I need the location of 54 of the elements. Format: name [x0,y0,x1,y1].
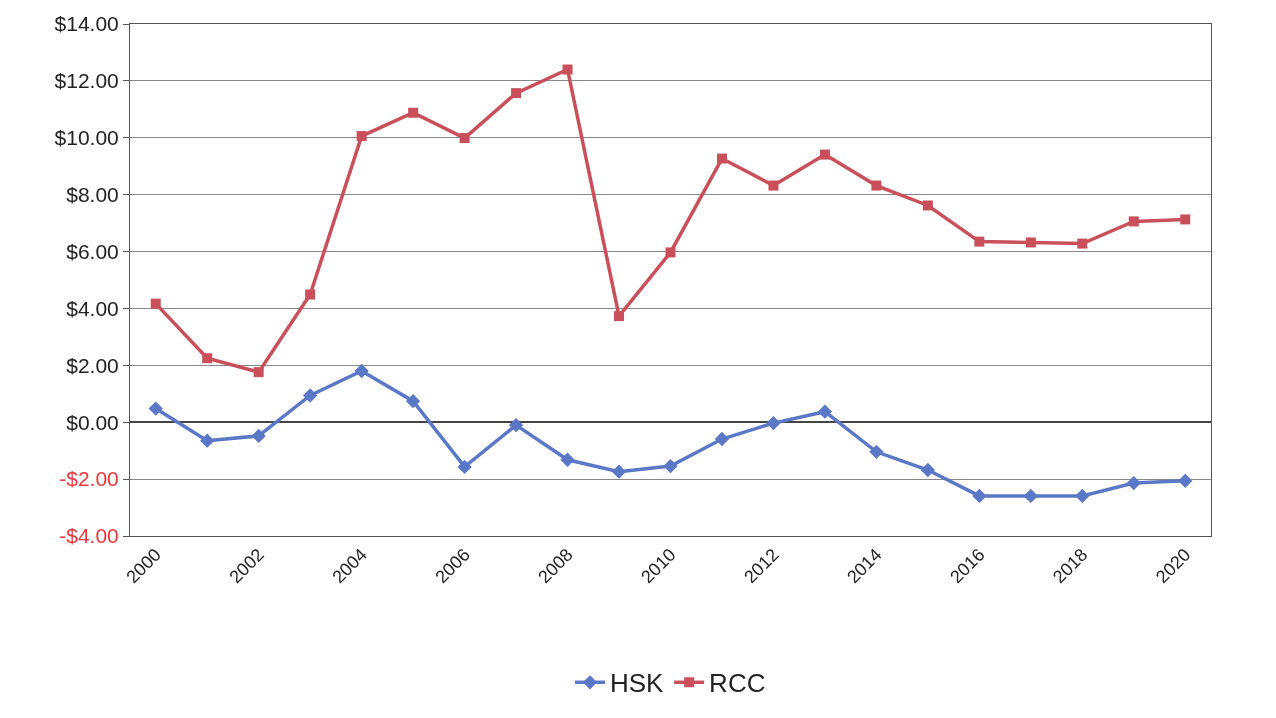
point [1077,238,1088,249]
point [714,431,730,447]
point [922,200,933,211]
point [354,363,369,379]
point [457,459,472,475]
point [869,444,884,459]
point [305,289,316,300]
y-tick-label: $6.00 [66,239,119,263]
y-tick-label: $14.00 [54,12,119,36]
point [614,311,625,322]
point [356,131,367,142]
point [716,153,727,164]
point [200,433,215,448]
point [508,417,524,433]
point [560,452,575,467]
point [871,180,882,191]
point [663,458,678,474]
point [1180,214,1191,225]
point [1025,237,1036,248]
y-tick-label: $2.00 [66,353,119,377]
point [1126,475,1141,491]
point [303,388,318,403]
point [665,247,676,258]
point [1023,488,1038,504]
point [611,464,627,479]
point [150,298,161,309]
point [459,133,470,144]
y-tick-label: $8.00 [66,183,119,207]
point [148,401,163,416]
y-tick-label: -$4.00 [59,524,119,548]
point [920,462,936,478]
point [1075,488,1090,504]
point [972,488,987,504]
point [562,64,573,75]
point [202,353,213,364]
point [511,88,522,99]
point [405,394,421,409]
point [253,367,264,378]
y-tick-label: $0.00 [66,410,119,434]
point [974,236,985,247]
legend-label: RCC [709,668,766,699]
point [1178,473,1193,488]
point [408,107,419,118]
y-tick-label: $4.00 [66,296,119,320]
point [817,404,833,419]
point [251,428,266,444]
point [768,180,779,191]
y-tick-label: $10.00 [54,126,119,150]
point [766,415,781,431]
y-tick-label: -$2.00 [59,467,119,491]
point [819,149,830,160]
point [1128,216,1139,227]
legend-label: HSK [610,668,665,699]
y-tick-label: $12.00 [54,69,119,93]
